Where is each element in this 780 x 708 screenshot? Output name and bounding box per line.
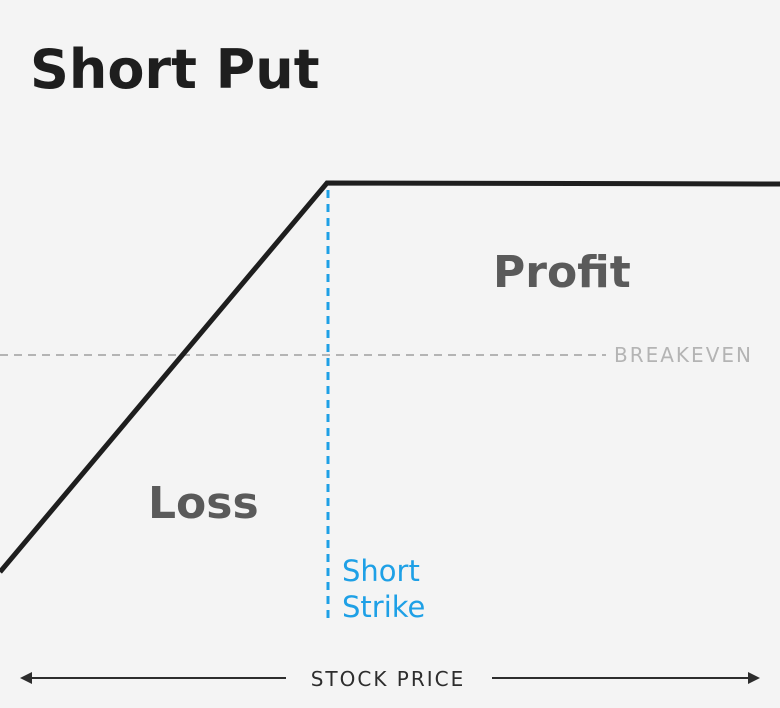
payoff-line bbox=[0, 180, 780, 574]
breakeven-label: BREAKEVEN bbox=[614, 343, 753, 367]
x-axis-label: STOCK PRICE bbox=[311, 667, 466, 691]
diagram-title: Short Put bbox=[30, 38, 320, 101]
loss-label: Loss bbox=[148, 478, 259, 529]
profit-label: Profit bbox=[493, 247, 631, 298]
short-strike-label-line2: Strike bbox=[342, 590, 425, 624]
short-strike-label-line1: Short bbox=[342, 554, 420, 588]
